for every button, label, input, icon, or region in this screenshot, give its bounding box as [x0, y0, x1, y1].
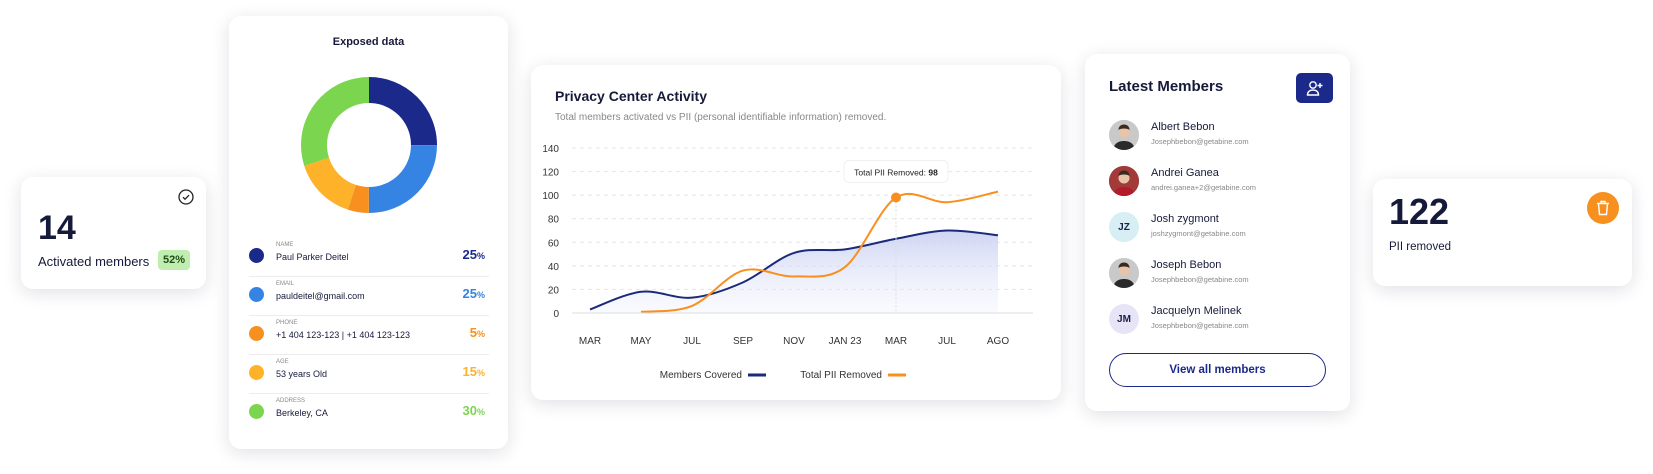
view-all-members-button[interactable]: View all members: [1109, 353, 1326, 387]
tooltip: [843, 160, 949, 183]
item-key: AGE: [276, 359, 289, 365]
member-row[interactable]: JM Jacquelyn Melinek Josephbebon@getabin…: [1109, 304, 1329, 336]
donut-chart: [301, 77, 437, 213]
tooltip-text: Total PII Removed: 98: [854, 168, 938, 178]
y-tick-label: 0: [553, 309, 559, 320]
legend-dot: [249, 404, 264, 419]
x-tick-label: JUL: [683, 336, 701, 347]
x-tick-label: MAY: [631, 336, 652, 347]
item-key: EMAIL: [276, 281, 295, 287]
member-avatar: [1109, 166, 1139, 196]
item-percent: 25%: [462, 247, 485, 262]
item-key: NAME: [276, 242, 294, 248]
member-email: Josephbebon@getabine.com: [1151, 275, 1249, 284]
legend-dot: [249, 326, 264, 341]
exposed-title: Exposed data: [332, 36, 405, 48]
legend-dot: [249, 365, 264, 380]
member-row[interactable]: Albert Bebon Josephbebon@getabine.com: [1109, 120, 1329, 152]
add-user-icon: [1306, 81, 1322, 96]
item-value: Berkeley, CA: [276, 408, 328, 418]
member-email: joshzygmont@getabine.com: [1151, 229, 1246, 238]
exposed-item-phone: PHONE +1 404 123-123 | +1 404 123-123 5%: [249, 316, 489, 355]
member-name: Albert Bebon: [1151, 121, 1215, 133]
x-tick-label: NOV: [783, 336, 805, 347]
item-value: pauldeitel@gmail.com: [276, 291, 365, 301]
pii-removed-card: 122 PII removed: [1373, 179, 1632, 286]
member-avatar: [1109, 258, 1139, 288]
exposed-item-email: EMAIL pauldeitel@gmail.com 25%: [249, 277, 489, 316]
member-email: andrei.ganea+2@getabine.com: [1151, 183, 1256, 192]
activated-label: Activated members: [38, 254, 150, 269]
trash-icon: [1597, 200, 1609, 216]
series-line-1: [640, 190, 999, 313]
item-percent: 25%: [462, 286, 485, 301]
y-tick-label: 100: [542, 191, 559, 202]
x-tick-label: AGO: [987, 336, 1009, 347]
check-circle-icon: [178, 189, 194, 205]
y-tick-label: 120: [542, 168, 559, 179]
item-percent: 30%: [462, 403, 485, 418]
y-tick-label: 80: [548, 215, 560, 226]
activated-members-card: 14 Activated members 52%: [21, 177, 206, 289]
legend-label: Members Covered: [660, 370, 742, 381]
member-name: Joseph Bebon: [1151, 259, 1222, 271]
legend-dot: [249, 287, 264, 302]
legend-dot: [249, 248, 264, 263]
member-avatar: JZ: [1109, 212, 1139, 242]
member-email: Josephbebon@getabine.com: [1151, 321, 1249, 330]
exposed-item-name: NAME Paul Parker Deitel 25%: [249, 238, 489, 277]
x-tick-label: JUL: [938, 336, 956, 347]
pii-label: PII removed: [1389, 241, 1451, 253]
latest-members-card: Latest Members Albert Bebon Josephbebon@…: [1085, 54, 1350, 411]
add-member-button[interactable]: [1296, 73, 1333, 103]
activated-badge: 52%: [158, 250, 191, 270]
legend-label: Total PII Removed: [800, 370, 882, 381]
y-tick-label: 60: [548, 238, 560, 249]
member-email: Josephbebon@getabine.com: [1151, 137, 1249, 146]
hover-point[interactable]: [891, 192, 901, 203]
member-avatar: JM: [1109, 304, 1139, 334]
exposed-item-age: AGE 53 years Old 15%: [249, 355, 489, 394]
member-avatar: [1109, 120, 1139, 150]
x-tick-label: MAR: [579, 336, 601, 347]
item-key: ADDRESS: [276, 398, 306, 404]
y-tick-label: 40: [548, 262, 560, 273]
member-name: Andrei Ganea: [1151, 167, 1219, 179]
activity-subtitle: Total members activated vs PII (personal…: [555, 112, 887, 123]
x-tick-label: JAN 23: [829, 336, 862, 347]
members-area-fill: [590, 230, 998, 313]
item-value: +1 404 123-123 | +1 404 123-123: [276, 330, 410, 340]
members-title: Latest Members: [1109, 78, 1224, 95]
x-tick-label: MAR: [885, 336, 907, 347]
x-tick-label: SEP: [733, 336, 753, 347]
item-percent: 15%: [462, 364, 485, 379]
trash-button[interactable]: [1587, 192, 1619, 224]
member-name: Josh zygmont: [1151, 213, 1219, 225]
pii-count: 122: [1389, 191, 1450, 232]
activity-title: Privacy Center Activity: [555, 88, 707, 104]
y-tick-label: 20: [548, 285, 560, 296]
activity-card: Privacy Center Activity Total members ac…: [531, 65, 1061, 400]
donut-slice-email: [301, 77, 437, 213]
y-tick-label: 140: [542, 144, 559, 155]
donut-slice-address: [301, 77, 437, 213]
member-row[interactable]: Andrei Ganea andrei.ganea+2@getabine.com: [1109, 166, 1329, 198]
item-value: 53 years Old: [276, 369, 328, 379]
member-row[interactable]: JZ Josh zygmont joshzygmont@getabine.com: [1109, 212, 1329, 244]
member-name: Jacquelyn Melinek: [1151, 305, 1242, 317]
item-key: PHONE: [276, 320, 298, 326]
item-value: Paul Parker Deitel: [276, 252, 349, 262]
item-percent: 5%: [469, 325, 485, 340]
exposed-item-address: ADDRESS Berkeley, CA 30%: [249, 394, 489, 433]
member-row[interactable]: Joseph Bebon Josephbebon@getabine.com: [1109, 258, 1329, 290]
activated-count: 14: [38, 209, 76, 247]
exposed-data-card: Exposed data NAME Paul Parker Deitel 25%…: [229, 16, 508, 449]
activity-line-chart: 0 20 40 60 80 100 120 140 MAR MAY JUL SEP NOV JAN 23 M…: [542, 144, 1033, 381]
